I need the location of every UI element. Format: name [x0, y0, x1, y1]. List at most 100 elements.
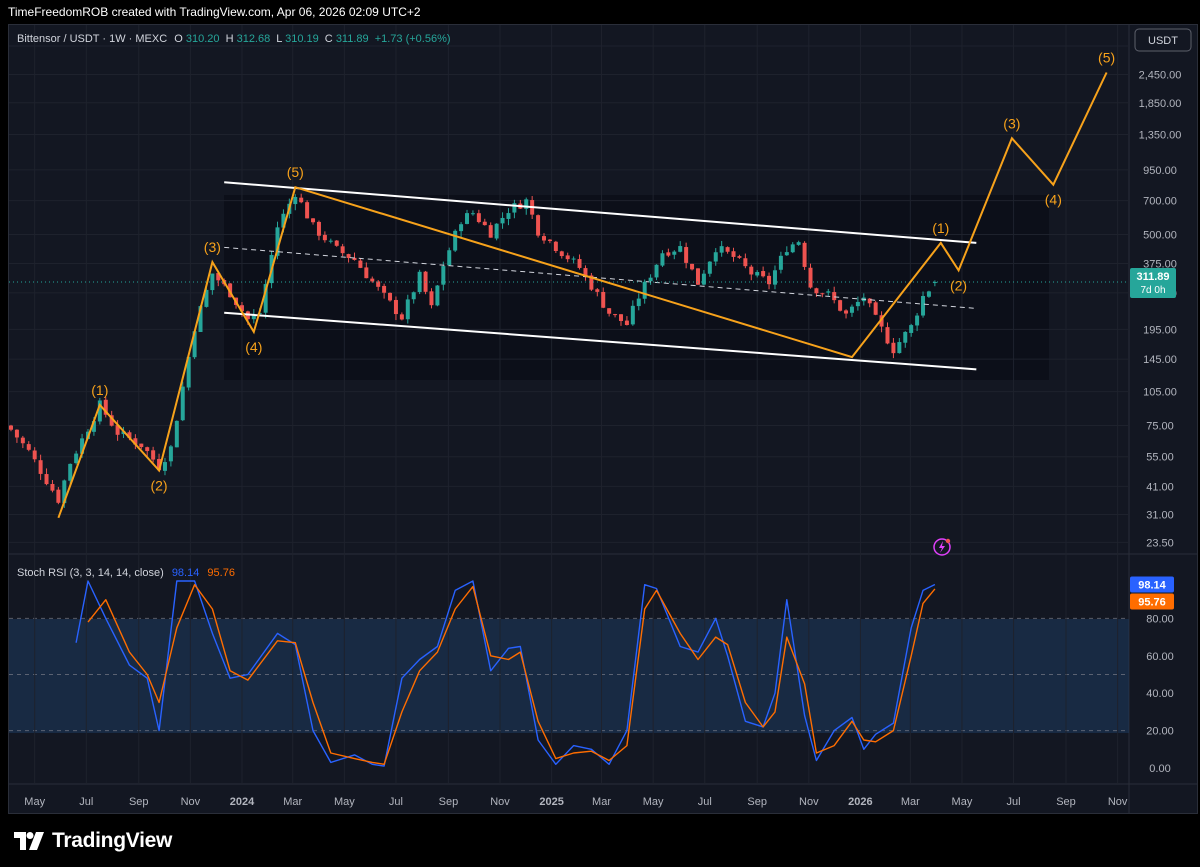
- candle-body: [844, 310, 849, 314]
- candle-body: [38, 460, 43, 474]
- candle-body: [500, 217, 505, 224]
- candle-body: [435, 285, 440, 306]
- low-value: 310.19: [285, 33, 319, 45]
- time-tick-label: 2025: [539, 796, 563, 808]
- wave-label: (4): [245, 339, 262, 355]
- wave-label: (1): [932, 220, 949, 236]
- stoch-tick-label: 20.00: [1146, 726, 1174, 738]
- candle-body: [891, 342, 896, 354]
- price-tick-label: 500.00: [1143, 230, 1177, 242]
- candle-body: [174, 420, 179, 448]
- candle-body: [56, 489, 61, 503]
- candle-body: [613, 314, 618, 316]
- candle-body: [139, 443, 144, 448]
- candle-body: [506, 213, 511, 219]
- candle-body: [547, 239, 552, 242]
- time-tick-label: 2026: [848, 796, 872, 808]
- candle-body: [767, 275, 772, 285]
- candle-body: [666, 252, 671, 256]
- price-tick-label: 75.00: [1146, 421, 1174, 433]
- candle-body: [97, 400, 102, 422]
- candle-body: [293, 196, 298, 205]
- time-tick-label: Nov: [799, 796, 819, 808]
- open-value: 310.20: [186, 33, 220, 45]
- time-tick-label: May: [24, 796, 45, 808]
- candle-body: [684, 247, 689, 263]
- lightning-icon[interactable]: [933, 538, 951, 556]
- time-tick-label: Nov: [1108, 796, 1128, 808]
- attribution-text: TimeFreedomROB created with TradingView.…: [8, 5, 421, 19]
- candle-body: [885, 327, 890, 344]
- candle-body: [778, 255, 783, 270]
- candle-body: [796, 242, 801, 245]
- candle-body: [145, 447, 150, 452]
- currency-button-frame[interactable]: [1134, 28, 1192, 52]
- currency-button-label[interactable]: USDT: [1148, 35, 1178, 47]
- candle-body: [719, 246, 724, 253]
- lightning-icon-bolt[interactable]: [939, 541, 945, 553]
- candle-body: [915, 315, 920, 326]
- candle-body: [855, 301, 860, 307]
- candle-body: [251, 314, 256, 320]
- time-tick-label: 2024: [230, 796, 255, 808]
- candle-body: [772, 270, 777, 285]
- wave-label: (3): [204, 239, 221, 255]
- candle-body: [417, 271, 422, 293]
- chart-frame[interactable]: (1)(2)(3)(4)(5)(1)(2)(3)(4)(5) 3,250.002…: [8, 24, 1198, 814]
- candle-body: [642, 281, 647, 299]
- price-tag-price: 311.89: [1136, 271, 1169, 283]
- channel-fill: [224, 195, 1049, 380]
- stoch-title: Stoch RSI (3, 3, 14, 14, close): [17, 567, 164, 579]
- candle-body: [334, 240, 339, 246]
- attribution-bar: TimeFreedomROB created with TradingView.…: [0, 0, 1200, 24]
- candle-body: [784, 252, 789, 256]
- candle-body: [624, 320, 629, 326]
- stoch-d-tag-box: [1130, 593, 1174, 610]
- candle-body: [346, 254, 351, 258]
- lightning-icon-dot[interactable]: [945, 538, 951, 544]
- channel-upper-line: [224, 181, 977, 244]
- stoch-tick-label: 0.00: [1149, 763, 1170, 775]
- tradingview-logo-icon[interactable]: [14, 832, 44, 850]
- candle-body: [690, 263, 695, 270]
- chart-svg[interactable]: (1)(2)(3)(4)(5)(1)(2)(3)(4)(5) 3,250.002…: [9, 25, 1197, 813]
- time-tick-label: Nov: [490, 796, 510, 808]
- candle-body: [820, 293, 825, 295]
- candle-body: [328, 240, 333, 242]
- currency-button[interactable]: USDT: [1134, 28, 1192, 52]
- candle-body: [873, 302, 878, 315]
- lightning-icon-ring[interactable]: [933, 538, 951, 556]
- stoch-d-tag: 95.76: [1130, 593, 1174, 610]
- candle-body: [755, 272, 760, 276]
- candle-body: [80, 438, 85, 454]
- price-tag: 311.89 7d 0h: [1130, 268, 1176, 299]
- close-value: 311.89: [336, 33, 369, 45]
- candle-body: [601, 291, 606, 308]
- candle-body: [630, 305, 635, 325]
- price-tick-label: 700.00: [1143, 196, 1177, 208]
- wave-label: (4): [1045, 192, 1062, 208]
- candle-body: [701, 273, 706, 285]
- candle-body: [311, 218, 316, 223]
- candle-body: [636, 298, 641, 307]
- candle-body: [542, 236, 547, 241]
- candle-body: [565, 255, 570, 260]
- wave-label: (2): [950, 277, 967, 293]
- candle-body: [216, 273, 221, 281]
- price-tick-label: 1,850.00: [1139, 98, 1182, 110]
- candle-body: [32, 450, 37, 460]
- candle-body: [74, 453, 79, 464]
- symbol-label: Bittensor / USDT · 1W · MEXC: [17, 33, 167, 45]
- candle-body: [393, 299, 398, 315]
- tradingview-logo[interactable]: TradingView: [14, 828, 172, 854]
- candle-body: [832, 292, 837, 301]
- candle-body: [20, 437, 25, 444]
- candle-body: [192, 331, 197, 358]
- candle-body: [660, 253, 665, 266]
- tradingview-logo-text[interactable]: TradingView: [52, 829, 173, 852]
- candle-body: [358, 260, 363, 268]
- stoch-k-tag-text: 98.14: [1138, 579, 1166, 591]
- time-tick-label: Sep: [1056, 796, 1076, 808]
- candle-body: [476, 213, 481, 223]
- candle-body: [376, 281, 381, 287]
